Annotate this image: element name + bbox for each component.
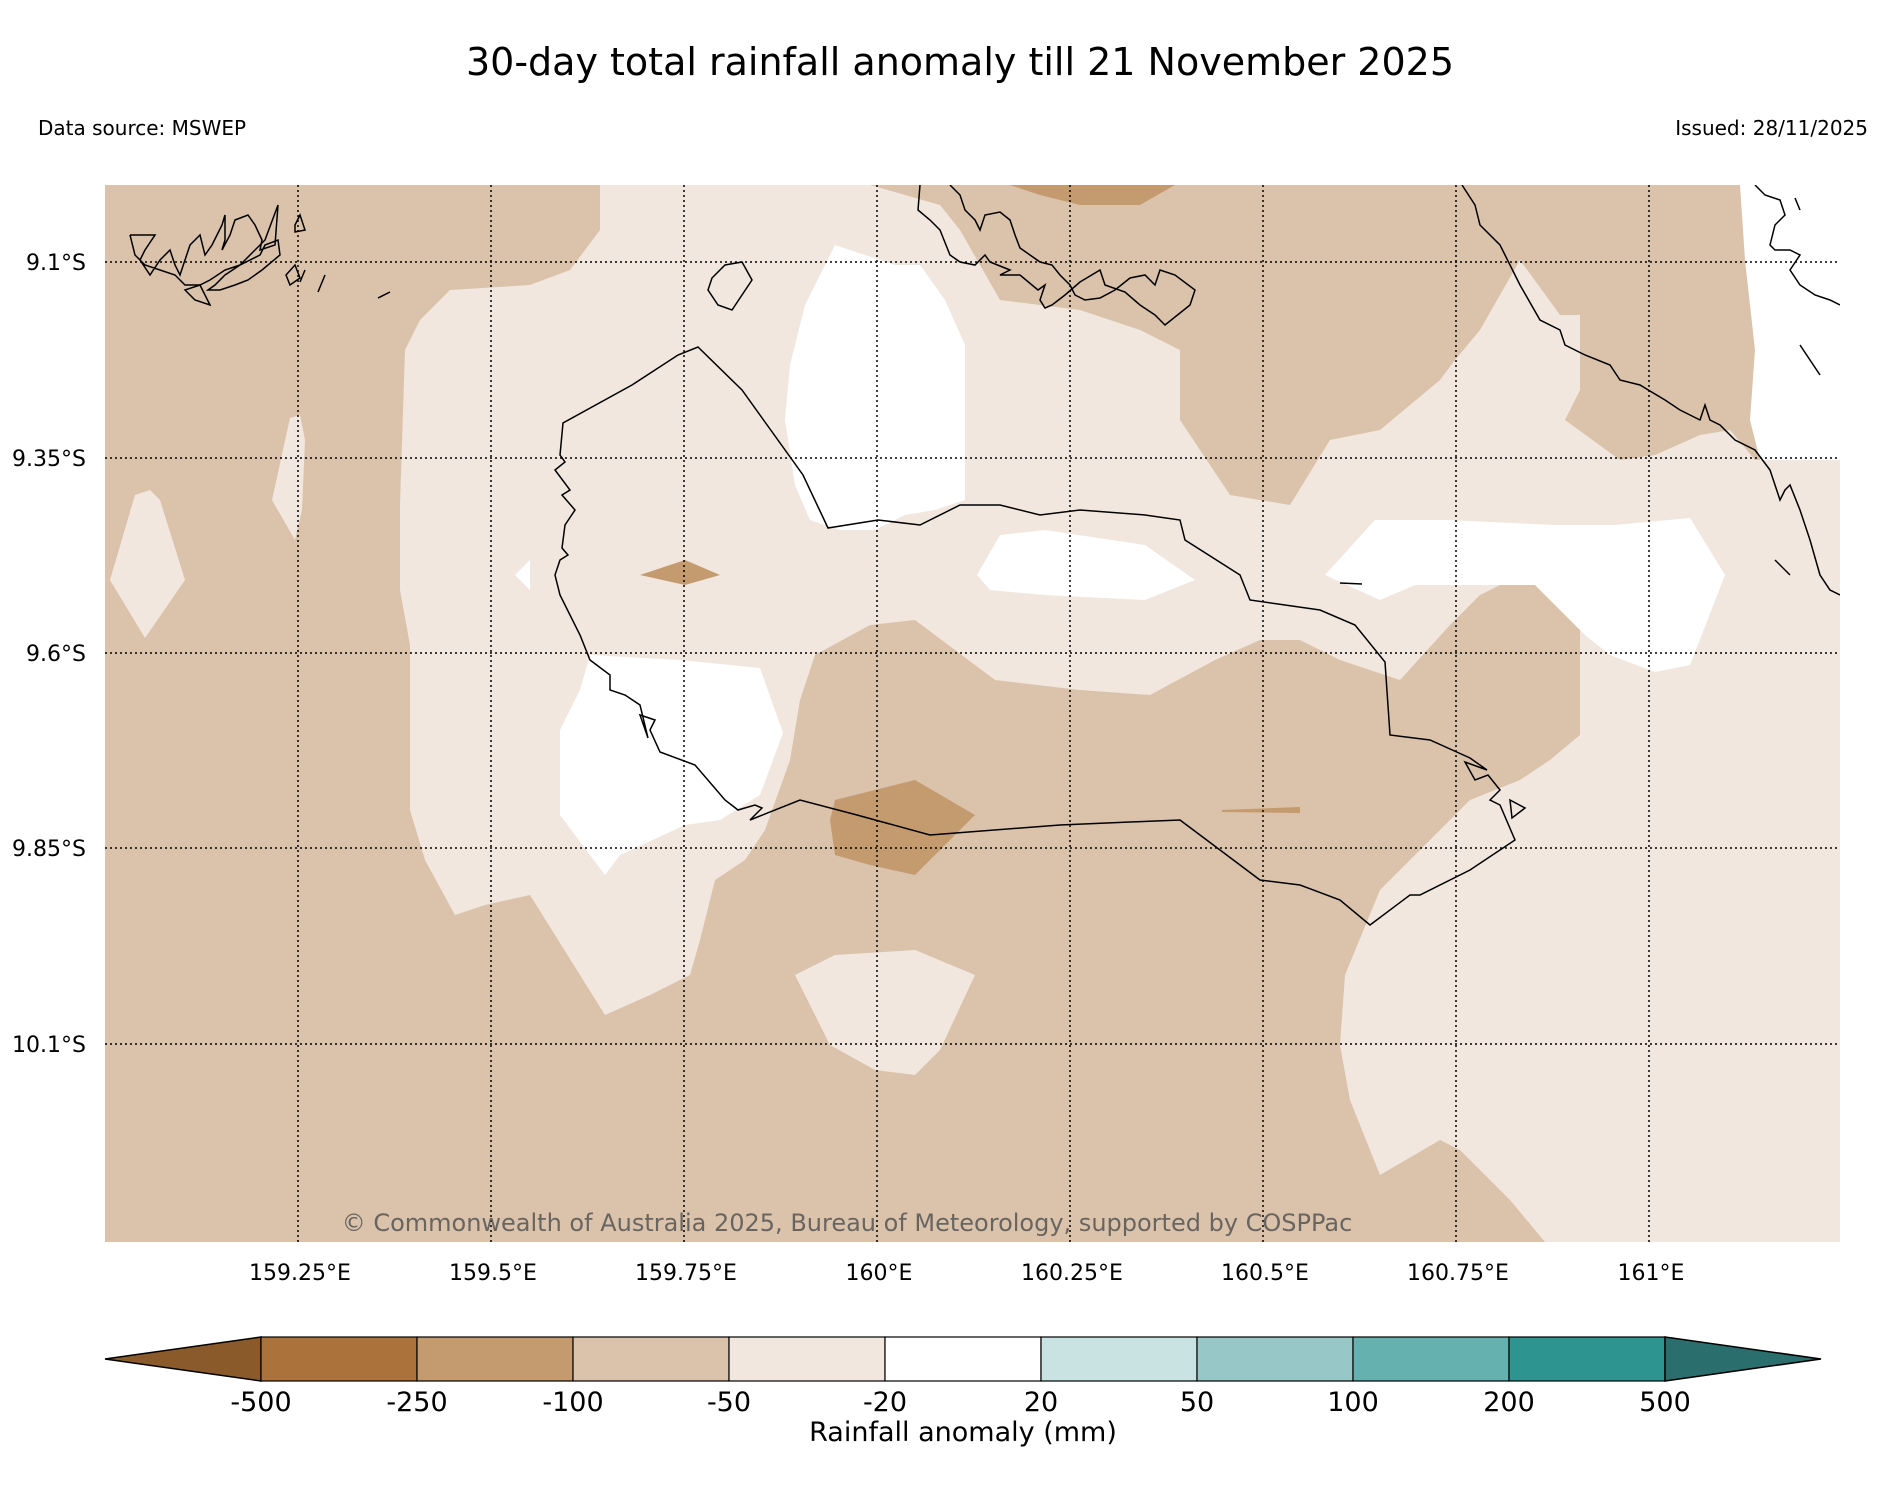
malaita-coast xyxy=(1461,185,1840,596)
map-title: 30-day total rainfall anomaly till 21 No… xyxy=(466,40,1454,84)
colorbar-tick-label: -250 xyxy=(386,1387,447,1418)
colorbar-tick-label: 50 xyxy=(1180,1387,1214,1418)
islet-nw-5 xyxy=(317,274,326,293)
islet-east-dash xyxy=(1339,582,1363,585)
dark-patch-north xyxy=(1010,185,1175,205)
lat-label: 9.6°S xyxy=(26,642,86,667)
islet-north-1 xyxy=(707,261,753,311)
colorbar-title: Rainfall anomaly (mm) xyxy=(809,1417,1117,1448)
light-region-west xyxy=(400,185,1840,1242)
islet-ne-dash-3 xyxy=(1774,559,1791,576)
guadalcanal-coast xyxy=(553,346,1516,926)
lon-label: 159.5°E xyxy=(449,1261,537,1286)
colorbar-tick-labels: -500 -250 -100 -50 -20 20 50 100 200 500 xyxy=(230,1387,1690,1418)
colorbar-cell xyxy=(1040,1336,1198,1382)
colorbar-cell xyxy=(884,1336,1042,1382)
colorbar-tick-label: 500 xyxy=(1639,1387,1691,1418)
northwest-island-coast xyxy=(129,204,281,291)
colorbar: -500 -250 -100 -50 -20 20 50 100 200 500 Rainfall… xyxy=(104,1336,1822,1448)
white-patch-central xyxy=(977,530,1195,600)
lon-label: 160.25°E xyxy=(1021,1261,1123,1286)
colorbar-cell xyxy=(416,1336,574,1382)
nggela-coast-2 xyxy=(1754,185,1840,306)
colorbar-cell xyxy=(1196,1336,1354,1382)
colorbar-cell xyxy=(572,1336,730,1382)
coastlines xyxy=(129,185,1840,926)
colorbar-tick-label: -20 xyxy=(863,1387,907,1418)
white-patch-northeast xyxy=(1740,185,1840,460)
colorbar-tick-label: -500 xyxy=(230,1387,291,1418)
lat-label: 10.1°S xyxy=(12,1033,86,1058)
colorbar-tick-label: -50 xyxy=(707,1387,751,1418)
white-patch-tiny xyxy=(515,560,530,590)
light-region-southeast-small xyxy=(1792,1095,1840,1230)
islet-nw-3 xyxy=(285,263,301,287)
lon-label: 160°E xyxy=(846,1261,913,1286)
islet-nw-1 xyxy=(294,213,306,233)
lat-label: 9.35°S xyxy=(12,447,86,472)
dark-patch-small xyxy=(640,560,720,585)
colorbar-cells xyxy=(260,1336,1666,1382)
colorbar-tick-label: 20 xyxy=(1024,1387,1058,1418)
colorbar-tick-label: 100 xyxy=(1327,1387,1379,1418)
colorbar-tick-label: 200 xyxy=(1483,1387,1535,1418)
islet-nw-6 xyxy=(377,291,391,299)
islet-nw-2 xyxy=(183,284,212,307)
lon-label: 161°E xyxy=(1618,1261,1685,1286)
colorbar-cell xyxy=(1508,1336,1666,1382)
graticule xyxy=(105,185,1840,1242)
lon-label: 159.25°E xyxy=(249,1261,351,1286)
data-source-label: Data source: MSWEP xyxy=(38,116,246,140)
colorbar-cell xyxy=(260,1336,418,1382)
dark-streak-east xyxy=(1222,807,1300,813)
islet-se-1 xyxy=(1509,798,1527,820)
colorbar-tick-label: -100 xyxy=(542,1387,603,1418)
colorbar-cell xyxy=(728,1336,886,1382)
islet-ne-dash-1 xyxy=(1794,197,1801,211)
white-patch-southwest xyxy=(560,655,783,875)
lon-label: 160.75°E xyxy=(1407,1261,1509,1286)
colorbar-extend-max xyxy=(1664,1336,1822,1382)
light-region-small-west xyxy=(110,490,185,638)
map-panel: © Commonwealth of Australia 2025, Bureau… xyxy=(105,185,1840,1242)
lon-label: 159.75°E xyxy=(635,1261,737,1286)
islet-ne-dash-2 xyxy=(1799,344,1821,376)
latitude-labels: 9.1°S 9.35°S 9.6°S 9.85°S 10.1°S xyxy=(12,251,86,1058)
longitude-labels: 159.25°E 159.5°E 159.75°E 160°E 160.25°E… xyxy=(249,1261,1684,1286)
issued-date-label: Issued: 28/11/2025 xyxy=(1675,116,1868,140)
lon-label: 160.5°E xyxy=(1221,1261,1309,1286)
lat-label: 9.1°S xyxy=(26,251,86,276)
light-region-streak xyxy=(272,415,305,540)
islet-nw-4 xyxy=(299,269,306,283)
white-patch-east xyxy=(1325,518,1725,672)
florida-islands-coast xyxy=(917,185,1196,327)
colorbar-cell xyxy=(1352,1336,1510,1382)
lat-label: 9.85°S xyxy=(12,837,86,862)
copyright-notice: © Commonwealth of Australia 2025, Bureau… xyxy=(342,1209,1353,1237)
colorbar-extend-min xyxy=(104,1336,262,1382)
